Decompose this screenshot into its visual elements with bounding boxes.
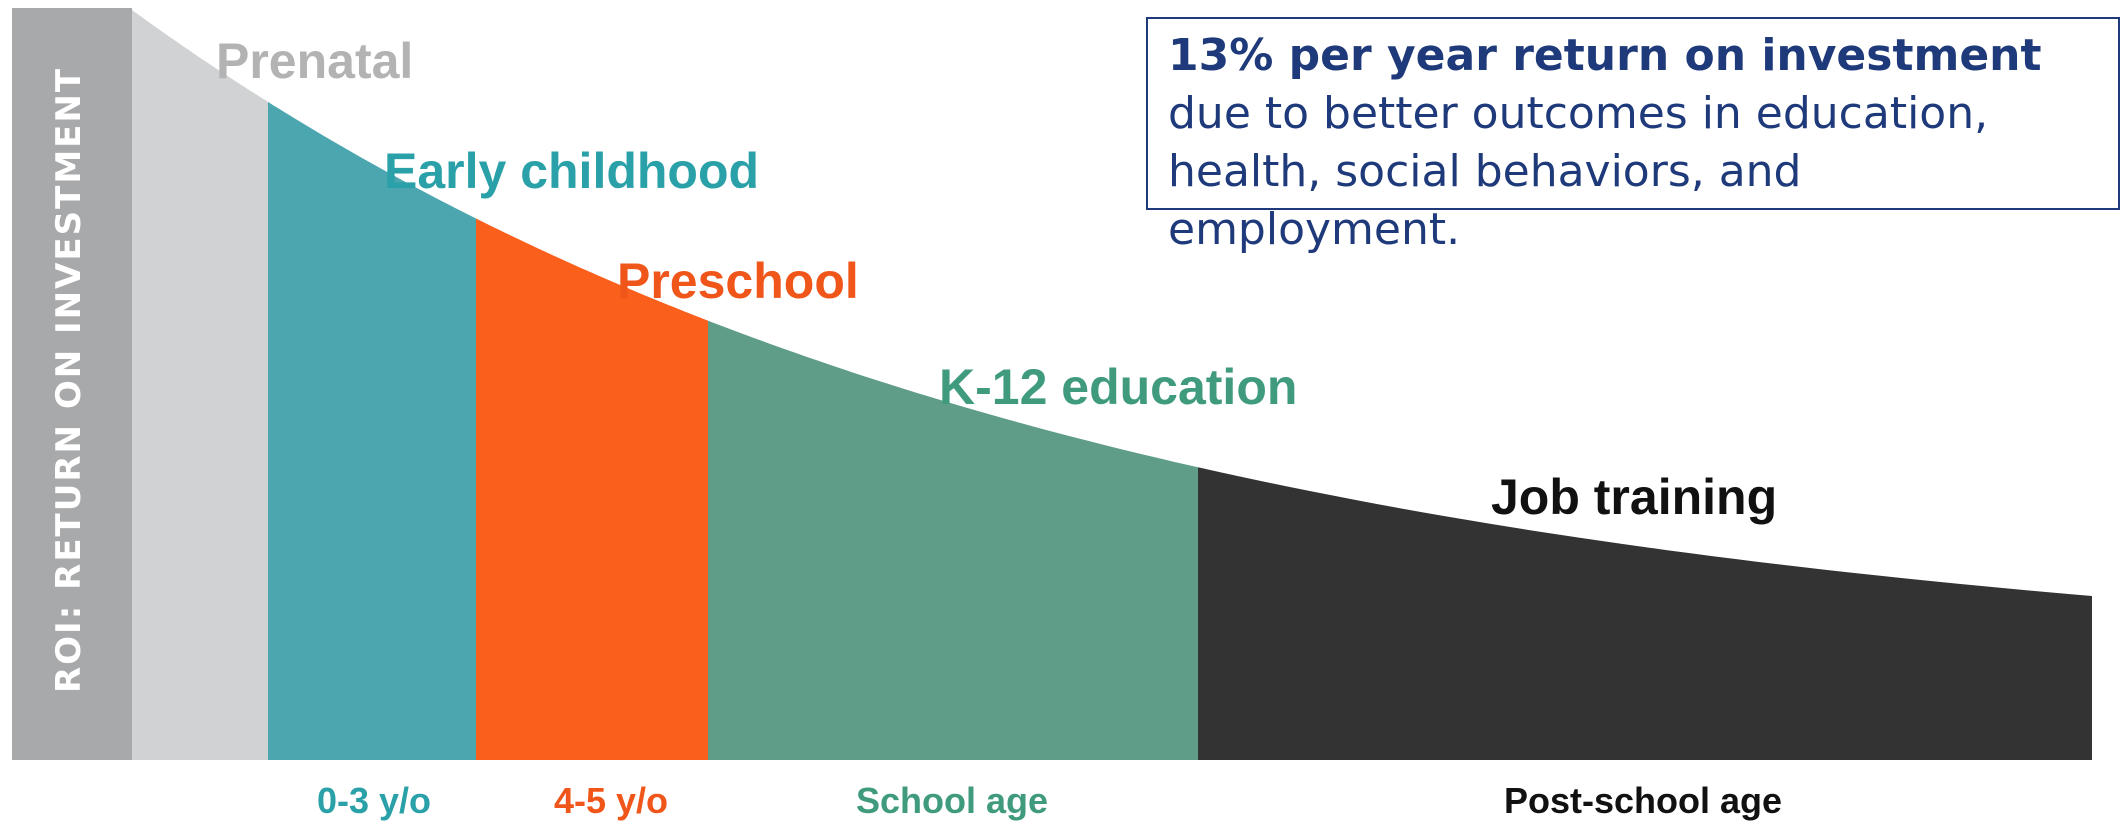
y-axis-band	[12, 8, 132, 760]
segment-k12-education	[708, 320, 1198, 760]
stage-label-job-training: Job training	[1491, 469, 1777, 525]
segment-job-training	[1198, 467, 2092, 760]
roi-callout-box: 13% per year return on investment due to…	[1146, 17, 2120, 255]
stage-label-preschool: Preschool	[617, 253, 859, 309]
age-label-k12-education: School age	[856, 780, 1048, 821]
segment-prenatal	[132, 10, 268, 760]
age-label-job-training: Post-school age	[1504, 780, 1782, 821]
segment-early-childhood	[268, 101, 476, 760]
age-label-preschool: 4-5 y/o	[554, 780, 668, 821]
stage-label-early-childhood: Early childhood	[384, 143, 759, 199]
callout-body: due to better outcomes in education, hea…	[1168, 88, 1989, 255]
callout-title: 13% per year return on investment	[1168, 30, 2042, 81]
y-axis-label: ROI: RETURN ON INVESTMENT	[49, 67, 89, 693]
age-label-early-childhood: 0-3 y/o	[317, 780, 431, 821]
stage-label-prenatal: Prenatal	[216, 33, 413, 89]
segment-preschool	[476, 218, 708, 760]
stage-label-k12-education: K-12 education	[939, 359, 1297, 415]
